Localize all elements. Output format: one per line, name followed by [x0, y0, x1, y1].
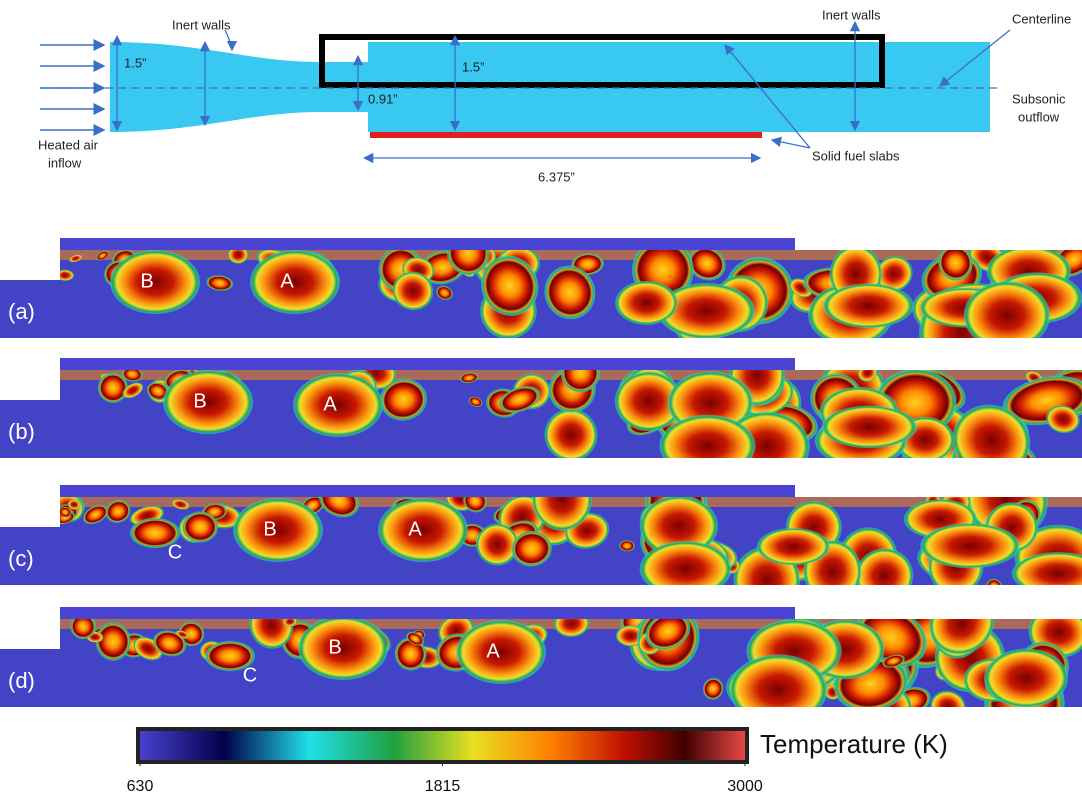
inflow-label: Heated air — [38, 137, 99, 152]
fuel-wall — [60, 238, 795, 250]
vortex-label: B — [263, 518, 276, 540]
flame-blob — [823, 283, 914, 328]
vortex-core — [233, 498, 323, 562]
wall-label: Inert walls — [172, 17, 231, 32]
simulation-panel: B A (a) — [0, 212, 1082, 383]
panel-label: (b) — [8, 419, 35, 444]
fuel-wall — [60, 358, 795, 370]
simulation-panel: B A (b) — [0, 341, 1082, 505]
colorbar-label: Temperature (K) — [760, 729, 948, 759]
fuel-slab — [370, 132, 762, 138]
colorbar: Temperature (K) 630 1815 3000 — [127, 727, 948, 795]
flame-blob — [920, 523, 1020, 568]
flame-blob — [615, 281, 678, 325]
panel-label: (a) — [8, 299, 35, 324]
inflow-label: inflow — [48, 155, 82, 170]
step-corner — [325, 40, 367, 62]
colorbar-tick-label: 3000 — [727, 778, 763, 795]
fuel-wall — [60, 485, 795, 497]
panels: B A (a) B A (b) C B A (c) C B A (d) — [0, 212, 1082, 748]
dimension-label: 6.375” — [538, 169, 575, 184]
vortex-label: C — [243, 664, 257, 686]
simulation-panel: C B A (c) — [0, 449, 1082, 619]
panel-label: (c) — [8, 546, 34, 571]
flame-blob — [182, 511, 218, 542]
flame-blob — [964, 281, 1050, 350]
flame-blob — [640, 541, 732, 597]
vortex-core — [298, 616, 388, 680]
flame-field — [48, 449, 1082, 619]
panel-label: (d) — [8, 668, 35, 693]
flame-blob — [659, 415, 755, 477]
dimension-label: 0.91” — [368, 91, 398, 106]
flame-blob — [984, 649, 1068, 708]
figure: Heated air inflow Inert walls Inert wall… — [0, 0, 1082, 802]
fuel-label: Solid fuel slabs — [812, 148, 900, 163]
vortex-label: B — [193, 390, 206, 412]
vortex-label: B — [140, 270, 153, 292]
dimension-label: 1.5” — [462, 59, 484, 74]
colorbar-tick-label: 630 — [127, 778, 154, 795]
schematic: Heated air inflow Inert walls Inert wall… — [38, 7, 1071, 184]
colorbar-gradient — [140, 731, 745, 760]
colorbar-tick-label: 1815 — [425, 778, 461, 795]
outflow-label: Subsonic — [1012, 91, 1066, 106]
vortex-core — [250, 250, 340, 314]
shear-layer — [60, 250, 1082, 260]
fuel-wall — [60, 607, 795, 619]
outflow-label: outflow — [1018, 109, 1060, 124]
vortex-core — [110, 250, 200, 314]
vortex-core — [456, 620, 546, 684]
inflow-arrows — [40, 45, 104, 130]
vortex-core — [378, 498, 468, 562]
dimension-label: 1.5” — [124, 55, 146, 70]
simulation-panel: C B A (d) — [0, 581, 1082, 748]
vortex-label: C — [168, 541, 182, 563]
vortex-core — [163, 370, 253, 434]
vortex-core — [293, 373, 383, 437]
vortex-label: A — [408, 518, 422, 540]
vortex-label: B — [328, 636, 341, 658]
flame-blob — [757, 528, 830, 565]
vortex-label: A — [280, 270, 294, 292]
centerline-label: Centerline — [1012, 11, 1071, 26]
vortex-label: A — [323, 393, 337, 415]
flame-blob — [729, 654, 827, 725]
wall-label: Inert walls — [822, 7, 881, 22]
flame-blob — [822, 406, 917, 449]
vortex-label: A — [486, 640, 500, 662]
